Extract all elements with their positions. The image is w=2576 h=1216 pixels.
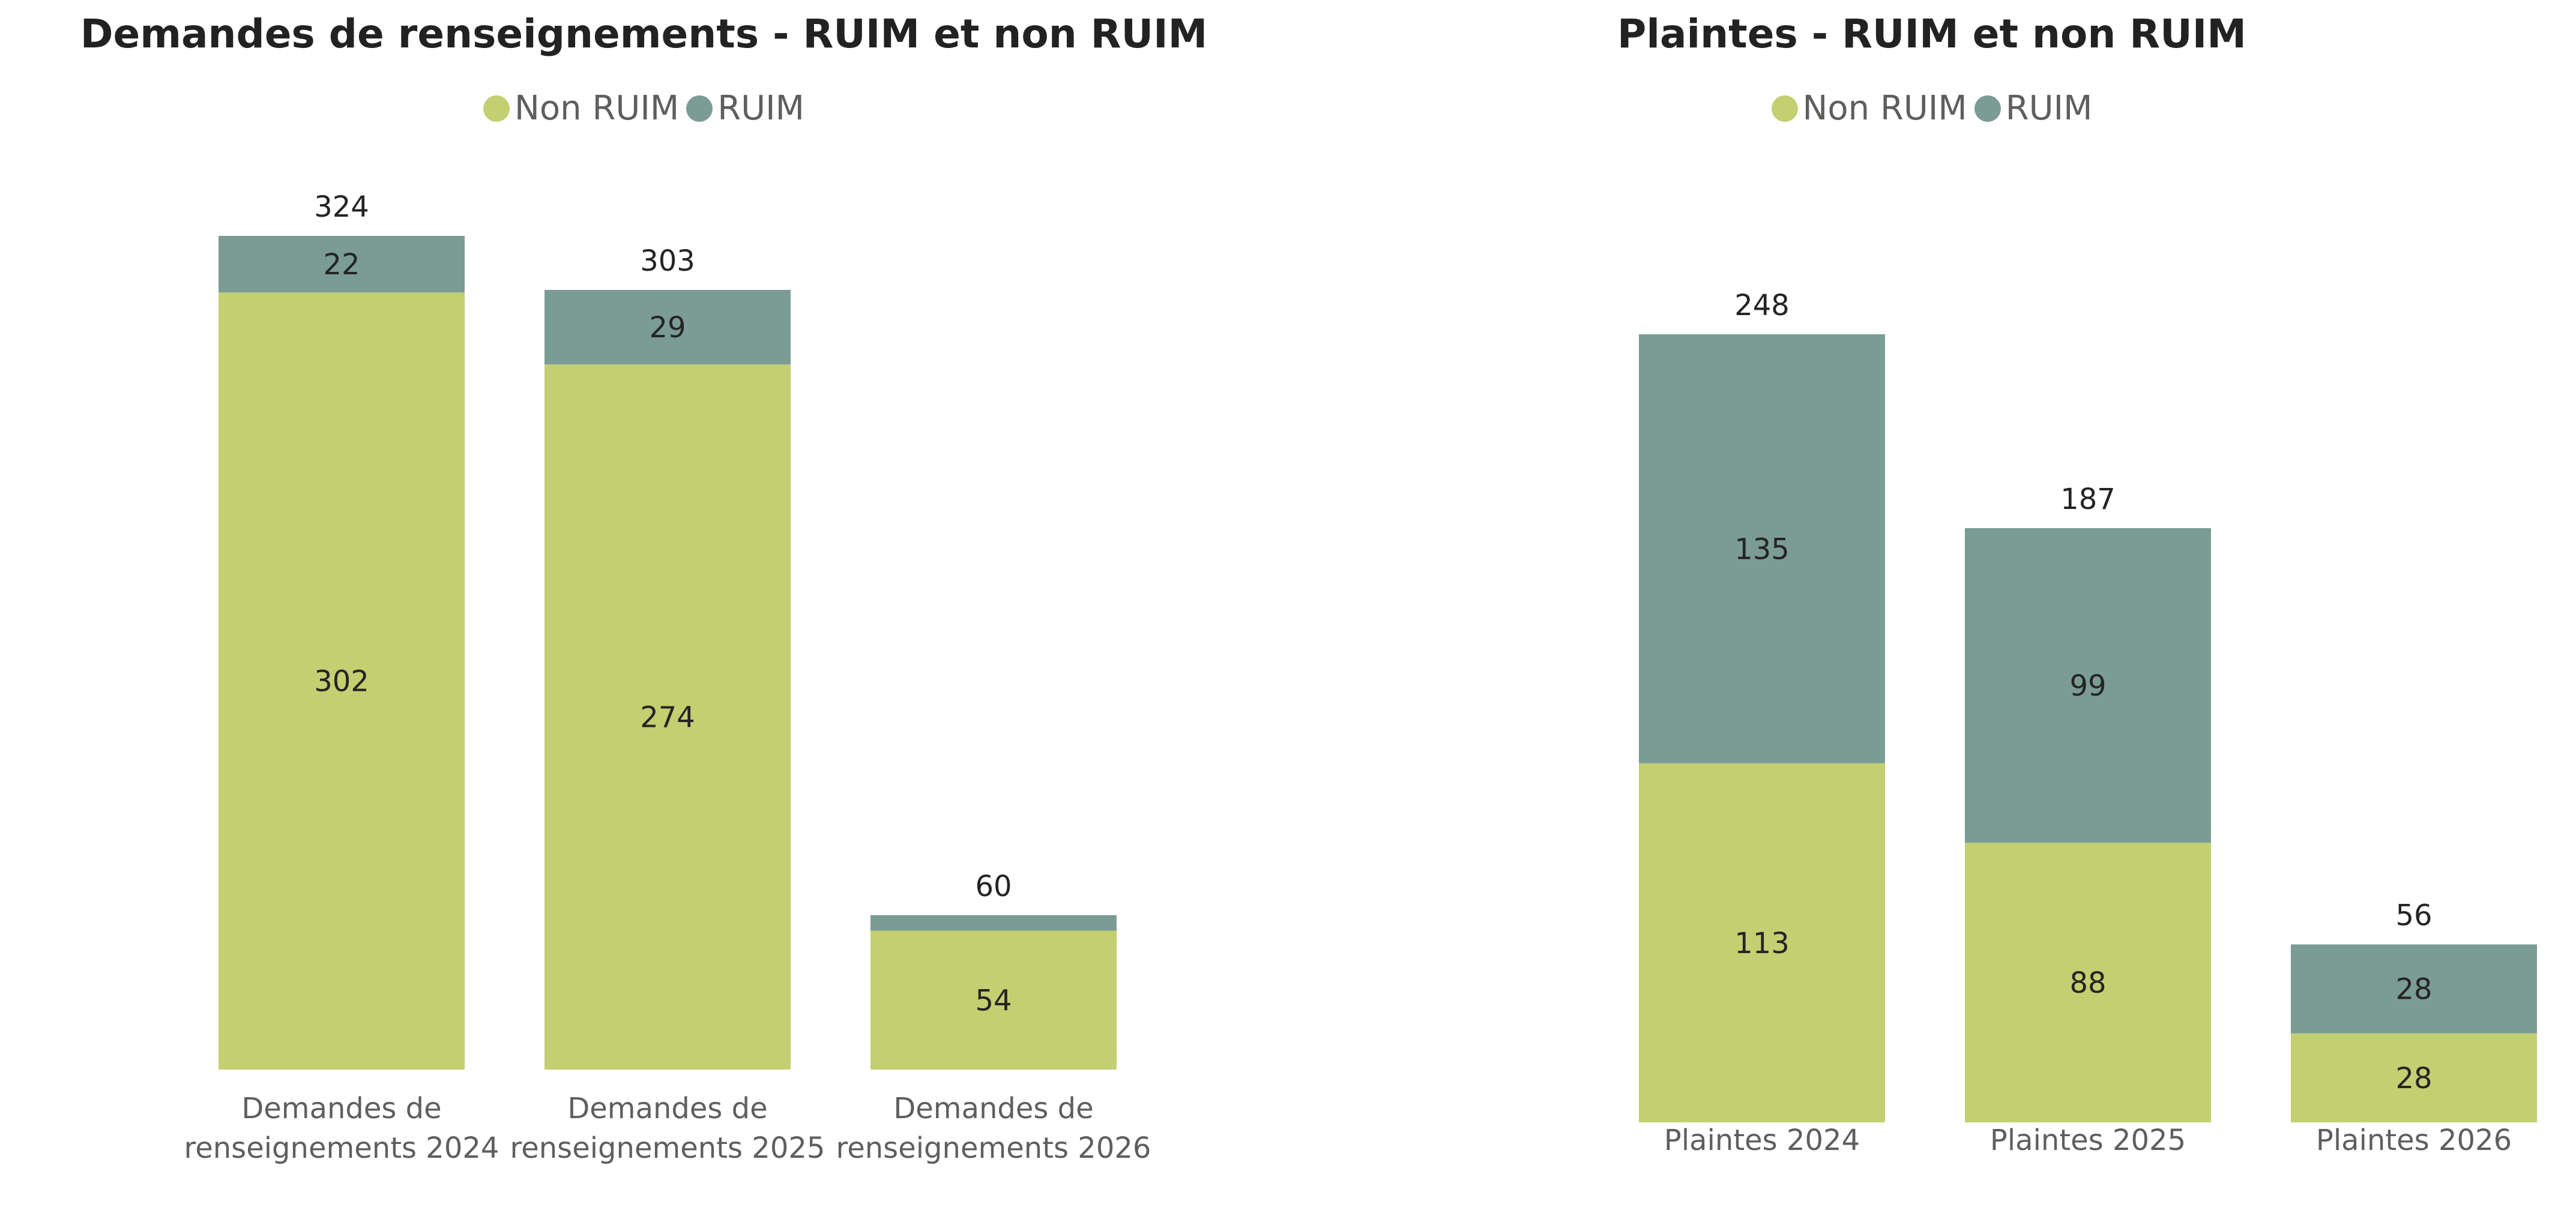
bar-ruim-2[interactable] (1965, 528, 2211, 843)
bar-ruim-3[interactable] (870, 915, 1117, 931)
legend-label-non-ruim: Non RUIM (1802, 89, 1967, 128)
chart-panel-plaintes: Plaintes - RUIM et non RUIM Non RUIM RUI… (1288, 0, 2576, 1216)
bar-non-ruim-3[interactable] (2291, 1033, 2537, 1122)
bar-stack-2: 88 99 (1965, 528, 2211, 1122)
bar-stack-1: 113 135 (1639, 334, 1885, 1122)
total-label-1: 324 (314, 190, 369, 224)
legend-item-non-ruim: Non RUIM (483, 89, 679, 128)
data-label-non-ruim-3: 54 (975, 984, 1012, 1017)
bar-chart-demandes: 302 22 324 Demandes de renseignements 2024 27… (184, 190, 1151, 1165)
bar-non-ruim-1[interactable] (219, 292, 465, 1070)
legend-label-ruim: RUIM (2005, 89, 2093, 128)
data-label-non-ruim-2: 274 (640, 701, 695, 735)
data-label-non-ruim-3: 28 (2395, 1062, 2432, 1095)
bar-non-ruim-1[interactable] (1639, 763, 1885, 1122)
legend-swatch-non-ruim (1771, 95, 1798, 122)
x-tick-label-3: Demandes de renseignements 2026 (836, 1092, 1151, 1165)
x-tick-label-1: Plaintes 2024 (1664, 1124, 1860, 1157)
data-label-ruim-2: 29 (649, 311, 686, 345)
total-label-3: 56 (2395, 899, 2432, 933)
bar-ruim-2[interactable] (544, 290, 791, 365)
total-label-2: 303 (640, 244, 695, 278)
data-label-ruim-2: 99 (2069, 669, 2106, 703)
bar-ruim-1[interactable] (1639, 334, 1885, 763)
chart-title: Plaintes - RUIM et non RUIM (1617, 11, 2246, 57)
legend-swatch-ruim (686, 95, 713, 122)
chart-legend: Non RUIM RUIM (1288, 89, 2576, 128)
data-label-non-ruim-1: 113 (1734, 927, 1790, 960)
legend-swatch-non-ruim (483, 95, 510, 122)
bar-non-ruim-2[interactable] (544, 364, 791, 1070)
legend-label-ruim: RUIM (717, 89, 804, 128)
x-tick-label-2: Plaintes 2025 (1990, 1124, 2186, 1157)
bar-stack-1: 302 22 (219, 236, 465, 1070)
x-tick-label-3: Plaintes 2026 (2316, 1124, 2512, 1157)
chart-panel-demandes: Demandes de renseignements - RUIM et non… (0, 11, 1288, 1165)
bar-stack-3: 54 (870, 915, 1117, 1070)
chart-legend: Non RUIM RUIM (0, 89, 1288, 128)
data-label-non-ruim-1: 302 (314, 665, 369, 699)
legend-item-ruim: RUIM (686, 89, 804, 128)
data-label-ruim-3: 28 (2395, 973, 2432, 1007)
bar-chart-plaintes: 113 135 248 Plaintes 2024 88 99 187 Plaintes 20… (1639, 289, 2537, 1157)
total-label-2: 187 (2060, 483, 2116, 516)
bar-ruim-1[interactable] (219, 236, 465, 293)
bar-non-ruim-2[interactable] (1965, 843, 2211, 1122)
total-label-3: 60 (975, 870, 1012, 903)
bar-ruim-3[interactable] (2291, 944, 2537, 1034)
x-tick-label-1: Demandes de renseignements 2024 (184, 1092, 499, 1165)
bar-stack-3: 28 28 (2291, 944, 2537, 1122)
data-label-ruim-1: 22 (323, 248, 360, 281)
total-label-1: 248 (1734, 289, 1790, 322)
x-tick-label-2: Demandes de renseignements 2025 (510, 1092, 825, 1165)
legend-item-non-ruim: Non RUIM (1771, 89, 1967, 128)
legend-item-ruim: RUIM (1974, 89, 2093, 128)
bar-non-ruim-3[interactable] (870, 930, 1117, 1070)
bar-stack-2: 274 29 (544, 290, 791, 1070)
chart-title: Demandes de renseignements - RUIM et non… (80, 11, 1208, 57)
data-label-non-ruim-2: 88 (2069, 966, 2106, 1000)
legend-swatch-ruim (1974, 95, 2001, 122)
legend-label-non-ruim: Non RUIM (514, 89, 680, 128)
data-label-ruim-1: 135 (1734, 532, 1790, 566)
